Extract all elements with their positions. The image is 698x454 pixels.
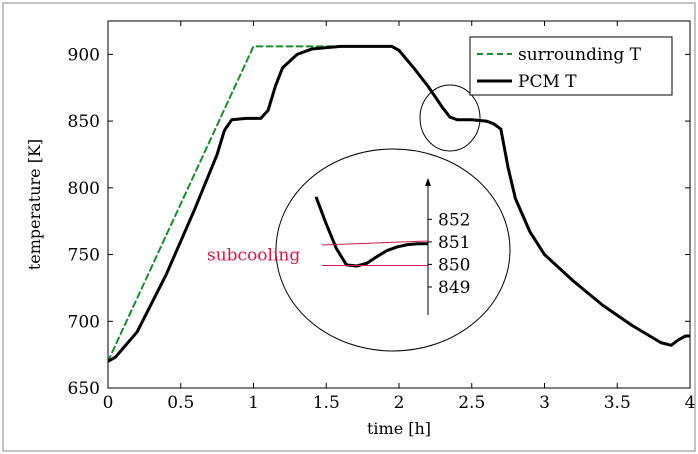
y-tick-label: 750	[68, 246, 100, 266]
inset-tick-label: 852	[438, 210, 470, 230]
inset-tick-label: 850	[438, 255, 470, 275]
y-tick-label: 800	[68, 179, 100, 199]
x-tick-label: 1	[248, 393, 259, 413]
y-tick-label: 700	[68, 312, 100, 332]
inset-tick-label: 851	[438, 233, 470, 253]
zoom-region-ellipse	[419, 84, 481, 152]
inset-curve	[314, 196, 428, 268]
legend-entry-label: PCM T	[518, 72, 577, 92]
x-tick-label: 1.5	[313, 393, 340, 413]
legend-box	[469, 36, 673, 96]
inset-tick-label: 849	[438, 278, 470, 298]
x-tick-label: 3	[539, 393, 550, 413]
y-axis-label: temperature [K]	[25, 139, 44, 270]
inset-ellipse	[275, 148, 511, 352]
subcooling-upper-line	[321, 240, 429, 246]
x-tick-label: 0	[103, 393, 114, 413]
x-tick-label: 4	[685, 393, 696, 413]
legend-entry-label: surrounding T	[518, 45, 642, 65]
x-tick-label: 0.5	[167, 393, 194, 413]
subcooling-label: subcooling	[207, 245, 300, 265]
inset-axis-arrow	[425, 178, 431, 186]
x-axis-label: time [h]	[367, 419, 431, 438]
x-tick-label: 3.5	[604, 393, 631, 413]
x-tick-label: 2	[394, 393, 405, 413]
legend: surrounding T PCM T	[469, 36, 673, 96]
y-tick-label: 650	[68, 379, 100, 399]
x-tick-label: 2.5	[458, 393, 485, 413]
series-line-pcm-t	[108, 44, 690, 363]
series-line-surrounding-t	[108, 45, 335, 363]
y-tick-label: 850	[68, 112, 100, 132]
y-tick-label: 900	[68, 45, 100, 65]
